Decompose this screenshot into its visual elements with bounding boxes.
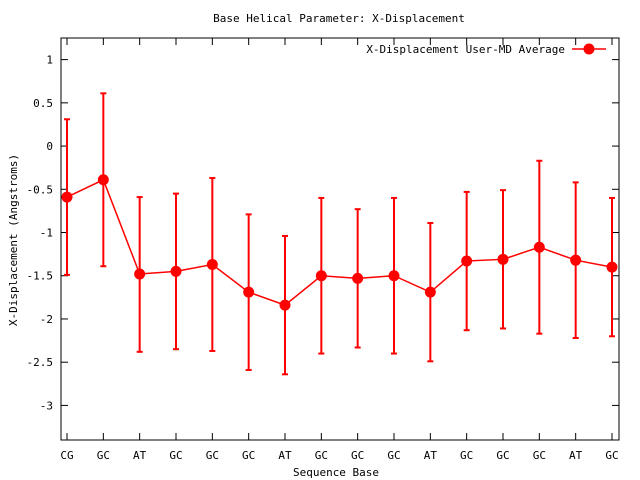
data-point — [61, 191, 73, 203]
series-points — [61, 174, 618, 311]
x-tick-label: AT — [569, 449, 583, 462]
x-tick-label: GC — [206, 449, 219, 462]
data-point — [461, 255, 473, 267]
y-tick-label: -2.5 — [27, 356, 54, 369]
y-axis-label: X-Displacement (Angstroms) — [7, 154, 20, 326]
x-tick-label: GC — [387, 449, 400, 462]
y-tick-label: 0.5 — [33, 97, 53, 110]
series-line — [66, 178, 613, 306]
x-tick-label: AT — [278, 449, 292, 462]
x-tick-label: GC — [533, 449, 546, 462]
x-tick-label: GC — [460, 449, 473, 462]
data-point — [170, 265, 182, 277]
data-point — [388, 270, 400, 282]
x-tick-label: GC — [97, 449, 110, 462]
y-tick-label: -0.5 — [27, 183, 54, 196]
x-tick-label: GC — [605, 449, 618, 462]
x-axis-label: Sequence Base — [293, 466, 379, 479]
data-point — [206, 259, 218, 271]
x-tick-label: GC — [169, 449, 182, 462]
y-axis-ticks: 1 0.5 0 -0.5 -1 -1.5 -2 -2.5 -3 — [27, 54, 619, 412]
data-point — [352, 272, 364, 284]
y-tick-label: -1.5 — [27, 270, 54, 283]
data-point — [606, 261, 618, 273]
chart-title: Base Helical Parameter: X-Displacement — [213, 12, 465, 25]
x-tick-label: CG — [60, 449, 73, 462]
y-tick-label: -3 — [40, 399, 53, 412]
x-tick-label: GC — [315, 449, 328, 462]
data-point — [424, 286, 436, 298]
data-point — [134, 268, 146, 280]
y-tick-label: -1 — [40, 227, 53, 240]
data-point — [315, 270, 327, 282]
data-point — [243, 286, 255, 298]
data-point — [570, 254, 582, 266]
x-tick-label: AT — [424, 449, 438, 462]
x-tick-label: GC — [242, 449, 255, 462]
legend-marker — [583, 43, 595, 55]
x-tick-label: AT — [133, 449, 147, 462]
legend: X-Displacement User-MD Average — [366, 43, 606, 56]
x-tick-label: GC — [496, 449, 509, 462]
y-tick-label: -2 — [40, 313, 53, 326]
legend-label: X-Displacement User-MD Average — [366, 43, 565, 56]
series-lines — [66, 178, 613, 306]
x-axis-ticks: CG GC AT GC GC GC AT GC GC GC AT GC GC GC AT GC — [60, 38, 619, 462]
plot-frame — [60, 37, 620, 441]
data-point — [279, 299, 291, 311]
x-tick-label: GC — [351, 449, 364, 462]
data-point — [497, 253, 509, 265]
data-point — [97, 174, 109, 186]
y-tick-label: 1 — [46, 54, 53, 67]
data-point — [533, 241, 545, 253]
y-tick-label: 0 — [46, 140, 53, 153]
error-bars — [64, 92, 615, 376]
